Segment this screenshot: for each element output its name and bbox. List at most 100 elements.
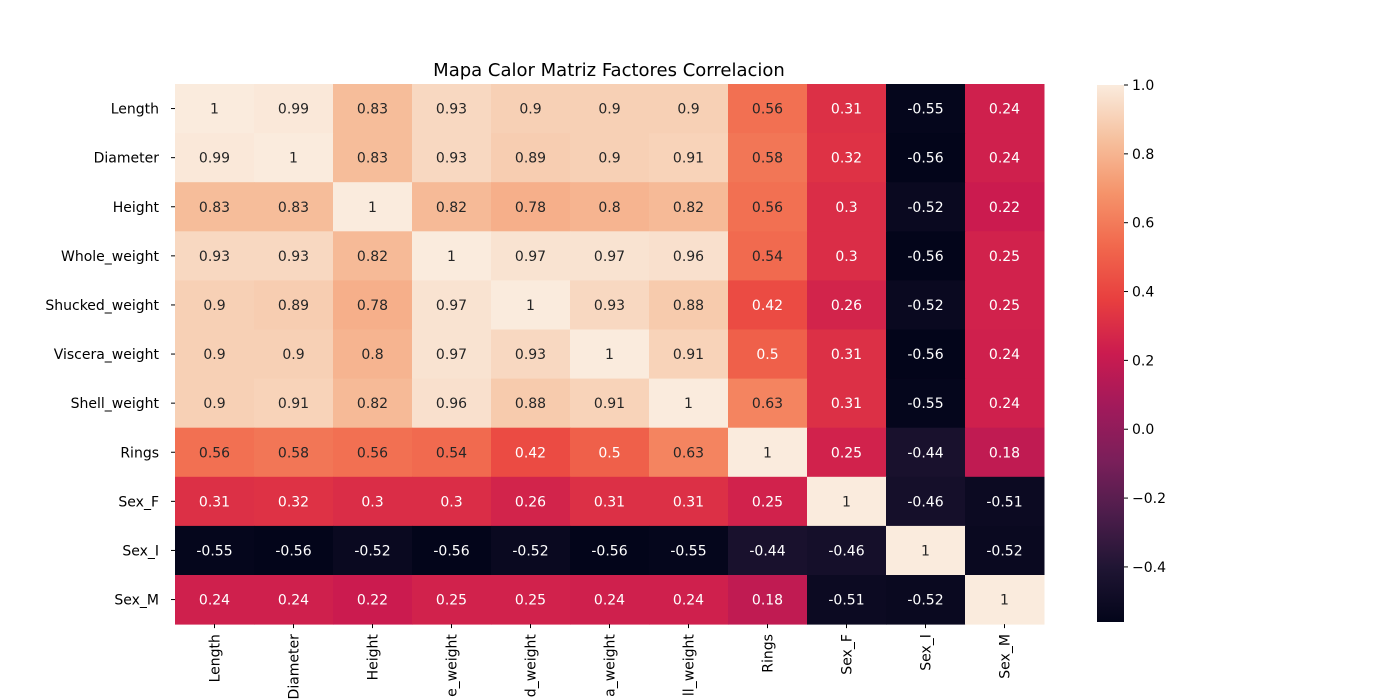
cell-value-label: 0.42 (515, 445, 546, 461)
heatmap-cell (412, 84, 492, 134)
cell-value-label: 0.9 (519, 102, 541, 118)
cell-value-label: 0.56 (752, 102, 783, 118)
heatmap-cell (886, 84, 966, 134)
cell-value-label: 0.9 (677, 102, 699, 118)
heatmap-cell (649, 133, 729, 183)
heatmap-cell (412, 378, 492, 429)
heatmap-cell (570, 182, 650, 232)
chart-title: Mapa Calor Matriz Factores Correlacion (433, 60, 785, 81)
cell-value-label: 0.3 (440, 494, 462, 510)
cell-value-label: 0.56 (357, 445, 388, 461)
heatmap-cell (728, 525, 808, 576)
heatmap-cell (491, 378, 571, 429)
heatmap-cell (491, 476, 571, 527)
cell-value-label: 0.31 (594, 494, 625, 510)
heatmap-cell (333, 525, 413, 576)
cell-value-label: 0.91 (278, 396, 309, 412)
colorbar-tick-label: 1.0 (1132, 78, 1154, 94)
cell-value-label: -0.52 (986, 543, 1022, 559)
cell-value-label: 0.83 (278, 200, 309, 216)
heatmap-cell (254, 476, 334, 527)
col-label: Sex_I (919, 634, 935, 671)
heatmap-cell (886, 525, 966, 576)
col-labels: Length Diameter Height e_weight d_weight a_we… (208, 624, 1014, 699)
heatmap-cell (491, 525, 571, 576)
heatmap-cell (649, 476, 729, 527)
col-label: Height (366, 634, 382, 681)
cell-value-label: 0.91 (673, 347, 704, 363)
heatmap-cell (333, 182, 413, 232)
cell-value-label: -0.52 (907, 593, 943, 609)
row-label: Height (113, 200, 160, 216)
cell-value-label: 0.93 (436, 102, 467, 118)
cell-value-label: -0.52 (907, 200, 943, 216)
row-label: Length (111, 102, 159, 118)
cell-value-label: 0.5 (756, 347, 778, 363)
heatmap-cell (649, 280, 729, 330)
heatmap-cell (728, 575, 808, 625)
heatmap-cell (728, 182, 808, 232)
heatmap-cell (333, 427, 413, 478)
cell-value-label: 0.58 (752, 151, 783, 167)
cell-value-label: 0.9 (598, 151, 620, 167)
heatmap-cell (333, 575, 413, 625)
heatmap-cell (886, 427, 966, 478)
cell-value-label: 0.22 (357, 593, 388, 609)
heatmap-cell (965, 525, 1045, 576)
row-label: Whole_weight (61, 249, 159, 265)
cell-value-label: -0.56 (907, 151, 943, 167)
cell-value-label: 1 (921, 543, 930, 559)
heatmap-cell (728, 133, 808, 183)
heatmap-cell (807, 427, 887, 478)
heatmap-cell (175, 133, 255, 183)
heatmap-cell (965, 84, 1045, 134)
heatmap-cell (570, 231, 650, 281)
heatmap-cell (649, 182, 729, 232)
heatmap-cell (412, 280, 492, 330)
cell-value-label: 0.3 (835, 200, 857, 216)
heatmap-cell (649, 231, 729, 281)
cell-value-label: 0.88 (515, 396, 546, 412)
cell-value-label: 0.58 (278, 445, 309, 461)
heatmap-cell (175, 525, 255, 576)
heatmap-cell (570, 427, 650, 478)
heatmap-cell (491, 84, 571, 134)
heatmap-cell (886, 133, 966, 183)
heatmap-cell (965, 133, 1045, 183)
col-label: a_weight (603, 634, 619, 697)
cell-value-label: 0.97 (515, 249, 546, 265)
cell-value-label: 1 (526, 298, 535, 314)
heatmap-cell (965, 231, 1045, 281)
cell-value-label: -0.56 (907, 249, 943, 265)
heatmap-cell (333, 280, 413, 330)
heatmap-cell (412, 427, 492, 478)
col-label: d_weight (524, 634, 540, 698)
heatmap-cell (412, 575, 492, 625)
heatmap-cell (175, 84, 255, 134)
colorbar-tick-label: 0.6 (1132, 216, 1154, 232)
cell-value-label: 0.31 (831, 102, 862, 118)
cell-value-label: 0.99 (199, 151, 230, 167)
cell-value-label: 0.24 (989, 102, 1020, 118)
heatmap-cell (491, 133, 571, 183)
heatmap-cell (254, 329, 334, 380)
heatmap-cell (175, 280, 255, 330)
heatmap-cell (807, 280, 887, 330)
cell-value-label: 0.82 (357, 396, 388, 412)
col-label: Rings (761, 634, 777, 673)
cell-value-label: 1 (368, 200, 377, 216)
cell-value-label: 0.9 (282, 347, 304, 363)
cell-value-label: 0.93 (436, 151, 467, 167)
cell-value-label: 1 (605, 347, 614, 363)
cell-value-label: 0.24 (989, 396, 1020, 412)
cell-value-label: -0.56 (433, 543, 469, 559)
heatmap-cell (886, 378, 966, 429)
heatmap-cell (175, 575, 255, 625)
heatmap-cell (728, 427, 808, 478)
cell-value-label: 0.5 (598, 445, 620, 461)
cell-value-label: 0.93 (515, 347, 546, 363)
heatmap-cell (175, 329, 255, 380)
cell-value-label: -0.46 (907, 494, 943, 510)
cell-value-label: 0.89 (515, 151, 546, 167)
cell-value-label: 0.25 (515, 593, 546, 609)
